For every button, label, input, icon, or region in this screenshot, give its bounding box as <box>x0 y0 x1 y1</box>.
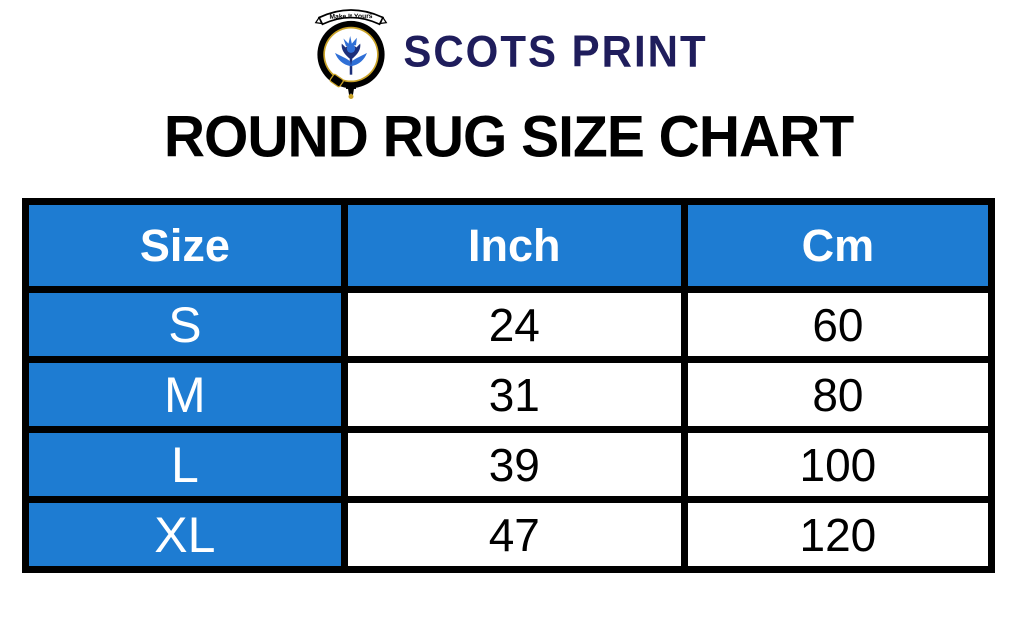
inch-value: 39 <box>340 426 688 503</box>
size-label: S <box>22 286 348 363</box>
cm-value: 80 <box>680 356 996 433</box>
table-row-l: L 39 100 <box>22 426 996 503</box>
banner-scroll: Make It Yours <box>314 9 388 26</box>
page-title: ROUND RUG SIZE CHART <box>163 104 854 170</box>
thistle-crest-badge-icon: Make It Yours <box>314 9 388 100</box>
size-label: M <box>22 356 348 433</box>
header-size: Size <box>22 198 348 293</box>
brand-text: SCOTS PRINT <box>403 26 708 77</box>
size-chart-table: Size Inch Cm S 24 60 M 31 80 L 39 100 XL… <box>22 198 996 573</box>
banner-text: Make It Yours <box>330 13 373 21</box>
table-row-xl: XL 47 120 <box>22 496 996 573</box>
cm-value: 120 <box>680 496 996 573</box>
table-header-row: Size Inch Cm <box>22 198 996 293</box>
logo-header: Make It Yours SCOTS PRINT <box>0 0 1017 100</box>
header-inch: Inch <box>340 198 688 293</box>
size-label: L <box>22 426 348 503</box>
cm-value: 60 <box>680 286 996 363</box>
thistle-icon <box>335 36 368 75</box>
table-row-m: M 31 80 <box>22 356 996 433</box>
cm-value: 100 <box>680 426 996 503</box>
table-row-s: S 24 60 <box>22 286 996 363</box>
inch-value: 47 <box>340 496 688 573</box>
size-label: XL <box>22 496 348 573</box>
header-cm: Cm <box>680 198 996 293</box>
belt-buckle <box>329 73 357 100</box>
inch-value: 31 <box>340 356 688 433</box>
inch-value: 24 <box>340 286 688 363</box>
